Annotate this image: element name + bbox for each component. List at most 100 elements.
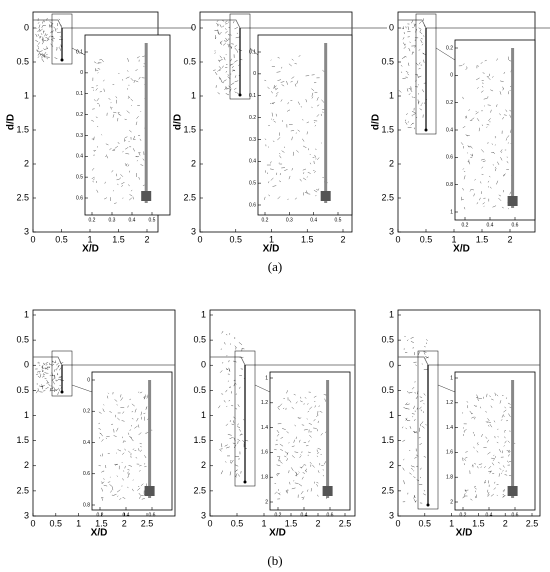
velocity-vector	[496, 394, 499, 397]
velocity-vector	[124, 163, 128, 167]
velocity-vector	[230, 46, 233, 49]
velocity-vector	[113, 435, 117, 437]
velocity-vector	[502, 116, 504, 120]
velocity-vector	[229, 386, 231, 388]
velocity-vector	[296, 80, 299, 85]
velocity-vector	[101, 453, 103, 457]
velocity-vector	[121, 182, 125, 185]
velocity-vector	[308, 423, 312, 425]
inset-bubble	[322, 486, 333, 496]
velocity-vector	[241, 368, 243, 370]
velocity-vector	[270, 177, 274, 181]
velocity-vector	[462, 496, 466, 499]
velocity-vector	[413, 405, 415, 410]
velocity-vector	[138, 176, 140, 180]
velocity-vector	[300, 454, 302, 456]
free-surface	[398, 356, 540, 366]
velocity-vector	[423, 24, 426, 27]
velocity-vector	[280, 436, 284, 439]
velocity-vector	[502, 86, 504, 90]
velocity-vector	[488, 470, 492, 472]
velocity-vector	[509, 109, 512, 112]
velocity-vector	[301, 465, 304, 469]
free-surface	[210, 356, 355, 366]
inset-y-tick-label: 0.1	[249, 93, 256, 99]
velocity-vector	[101, 134, 103, 136]
velocity-vector	[471, 153, 473, 157]
inset-x-tick-label: 0.2	[262, 217, 269, 223]
zoom-connector	[435, 47, 456, 61]
velocity-vector	[137, 424, 140, 428]
velocity-vector	[133, 79, 136, 83]
velocity-vector	[473, 446, 475, 449]
velocity-vector	[501, 472, 503, 474]
velocity-vector	[498, 473, 500, 477]
velocity-vector	[290, 130, 295, 132]
velocity-vector	[277, 57, 280, 59]
velocity-vector	[497, 461, 500, 464]
velocity-vector	[487, 424, 490, 427]
velocity-vector	[316, 414, 319, 417]
velocity-vector	[490, 186, 492, 189]
velocity-vector	[405, 402, 408, 405]
velocity-vector	[471, 416, 475, 419]
x-tick-label: 0.5	[229, 234, 242, 244]
velocity-vector	[135, 121, 138, 126]
velocity-vector	[268, 181, 270, 184]
velocity-vector	[229, 471, 232, 476]
velocity-vector	[291, 406, 294, 410]
velocity-vector	[220, 348, 222, 350]
velocity-vector	[425, 356, 429, 359]
velocity-vector	[408, 93, 411, 95]
y-tick-label: 0.5	[193, 385, 206, 395]
velocity-vector	[507, 460, 509, 463]
inset-y-tick-label: 0.4	[249, 159, 256, 165]
velocity-vector	[413, 476, 416, 478]
velocity-vector	[313, 171, 316, 173]
y-tick-label: 2	[389, 158, 394, 168]
velocity-vector	[219, 24, 222, 28]
velocity-vector	[468, 109, 471, 111]
velocity-vector	[126, 110, 130, 114]
velocity-vector	[484, 479, 486, 484]
inset-y-tick-label: 0.4	[446, 127, 453, 133]
velocity-vector	[116, 475, 119, 477]
velocity-vector	[41, 25, 44, 28]
velocity-vector	[44, 372, 48, 374]
velocity-vector	[298, 417, 302, 419]
velocity-vector	[493, 487, 496, 490]
velocity-vector	[498, 448, 502, 453]
velocity-vector	[227, 434, 232, 436]
velocity-vector	[139, 465, 142, 467]
velocity-vector	[105, 437, 108, 440]
velocity-vector	[225, 461, 227, 463]
velocity-vector	[228, 360, 230, 363]
velocity-vector	[95, 116, 98, 118]
velocity-vector	[274, 491, 278, 495]
velocity-vector	[111, 170, 114, 173]
velocity-vector	[279, 403, 283, 407]
velocity-vector	[300, 490, 304, 495]
velocity-vector	[143, 396, 146, 400]
zoom-box	[234, 350, 256, 487]
velocity-vector	[273, 85, 277, 89]
velocity-vector	[506, 420, 509, 422]
velocity-vector	[112, 114, 115, 118]
inset-y-tick-label: 1.6	[446, 450, 453, 456]
inset-x-tick-label: 0.6	[512, 222, 519, 228]
velocity-vector	[101, 487, 103, 492]
velocity-vector	[234, 60, 238, 63]
velocity-vector	[480, 158, 485, 161]
velocity-vector	[53, 26, 56, 30]
velocity-vector	[36, 49, 39, 53]
velocity-vector	[129, 398, 132, 401]
plot-frame	[32, 309, 176, 517]
velocity-vector	[490, 109, 492, 113]
velocity-vector	[99, 91, 103, 93]
x-tick-label: 2.5	[526, 518, 539, 528]
velocity-vector	[496, 104, 498, 107]
velocity-vector	[284, 451, 288, 454]
velocity-vector	[50, 31, 53, 34]
velocity-vector	[276, 464, 281, 467]
velocity-vector	[138, 432, 142, 436]
